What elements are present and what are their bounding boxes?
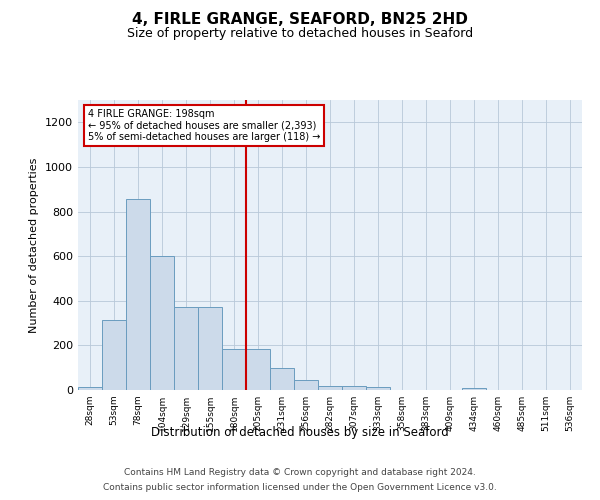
Text: Contains HM Land Registry data © Crown copyright and database right 2024.: Contains HM Land Registry data © Crown c… (124, 468, 476, 477)
Bar (294, 380, 318, 390)
Bar (462, 388, 486, 390)
Bar (246, 348, 270, 390)
Bar (198, 308, 222, 390)
Bar (342, 386, 366, 390)
Bar (270, 368, 294, 390)
Bar (78, 386, 102, 390)
Text: 4, FIRLE GRANGE, SEAFORD, BN25 2HD: 4, FIRLE GRANGE, SEAFORD, BN25 2HD (132, 12, 468, 28)
Y-axis label: Number of detached properties: Number of detached properties (29, 158, 40, 332)
Text: Distribution of detached houses by size in Seaford: Distribution of detached houses by size … (151, 426, 449, 439)
Bar (366, 386, 390, 390)
Bar (222, 348, 246, 390)
Bar (150, 256, 174, 390)
Text: Size of property relative to detached houses in Seaford: Size of property relative to detached ho… (127, 28, 473, 40)
Text: 4 FIRLE GRANGE: 198sqm
← 95% of detached houses are smaller (2,393)
5% of semi-d: 4 FIRLE GRANGE: 198sqm ← 95% of detached… (88, 108, 320, 142)
Bar (174, 308, 198, 390)
Bar (126, 200, 150, 390)
Bar (318, 386, 342, 390)
Bar (102, 320, 126, 390)
Text: Contains public sector information licensed under the Open Government Licence v3: Contains public sector information licen… (103, 483, 497, 492)
